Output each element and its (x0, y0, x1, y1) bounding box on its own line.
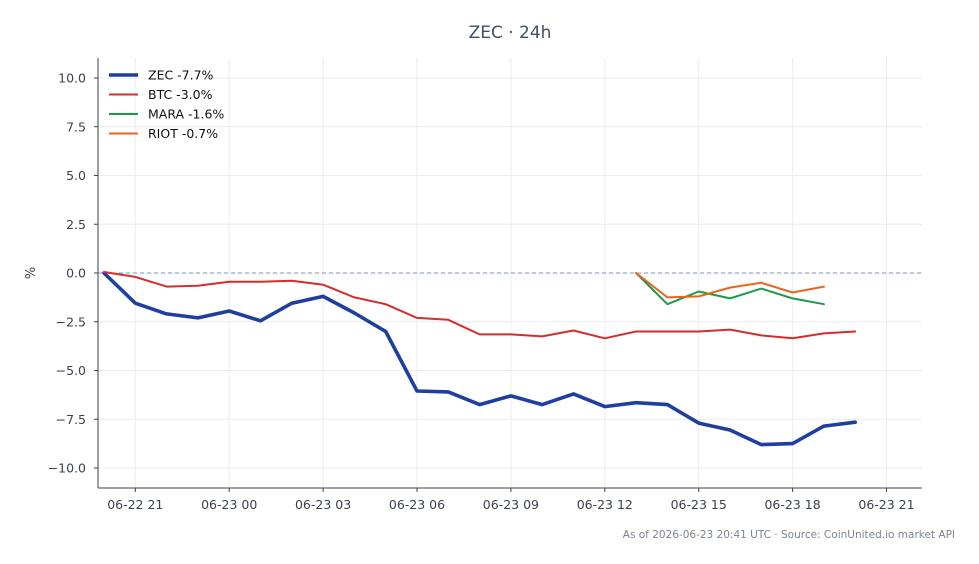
x-tick-label: 06-23 09 (483, 497, 539, 512)
series-line-btc (103, 271, 857, 340)
x-axis-ticks: 06-22 21 06-23 00 06-23 03 06-23 06 06-23 09… (107, 488, 915, 512)
y-tick-label: 5.0 (66, 168, 86, 183)
series-line-mara (635, 272, 825, 306)
x-tick-label: 06-23 15 (671, 497, 727, 512)
legend: ZEC -7.7% BTC -3.0% MARA -1.6% RIOT -0.7% (109, 68, 224, 141)
y-tick-label: −2.5 (56, 314, 86, 329)
legend-label: ZEC -7.7% (148, 68, 214, 83)
x-tick-label: 06-23 18 (764, 497, 820, 512)
legend-label: MARA -1.6% (148, 107, 224, 122)
chart-title: ZEC · 24h (469, 23, 552, 43)
y-tick-label: 0.0 (66, 266, 86, 281)
y-tick-label: 7.5 (66, 119, 86, 134)
series-line-zec (102, 271, 858, 447)
y-tick-label: 2.5 (66, 217, 86, 232)
x-tick-label: 06-23 00 (201, 497, 257, 512)
y-axis-label: % (24, 267, 39, 279)
series-line-riot (635, 272, 825, 299)
x-tick-label: 06-22 21 (107, 497, 163, 512)
x-tick-label: 06-23 06 (389, 497, 445, 512)
y-tick-label: 10.0 (58, 71, 86, 86)
legend-label: RIOT -0.7% (148, 126, 218, 141)
legend-label: BTC -3.0% (148, 87, 213, 102)
source-footer: As of 2026-06-23 20:41 UTC · Source: Coi… (623, 529, 955, 541)
y-tick-label: −7.5 (56, 412, 86, 427)
y-tick-label: −10.0 (48, 461, 86, 476)
y-tick-label: −5.0 (56, 363, 86, 378)
y-axis-ticks: 10.0 7.5 5.0 2.5 0.0 −2.5 −5.0 −7.5 −10.0 (48, 71, 98, 476)
x-tick-label: 06-23 12 (577, 497, 633, 512)
x-tick-label: 06-23 21 (858, 497, 914, 512)
x-tick-label: 06-23 03 (295, 497, 351, 512)
series-lines (102, 271, 858, 447)
